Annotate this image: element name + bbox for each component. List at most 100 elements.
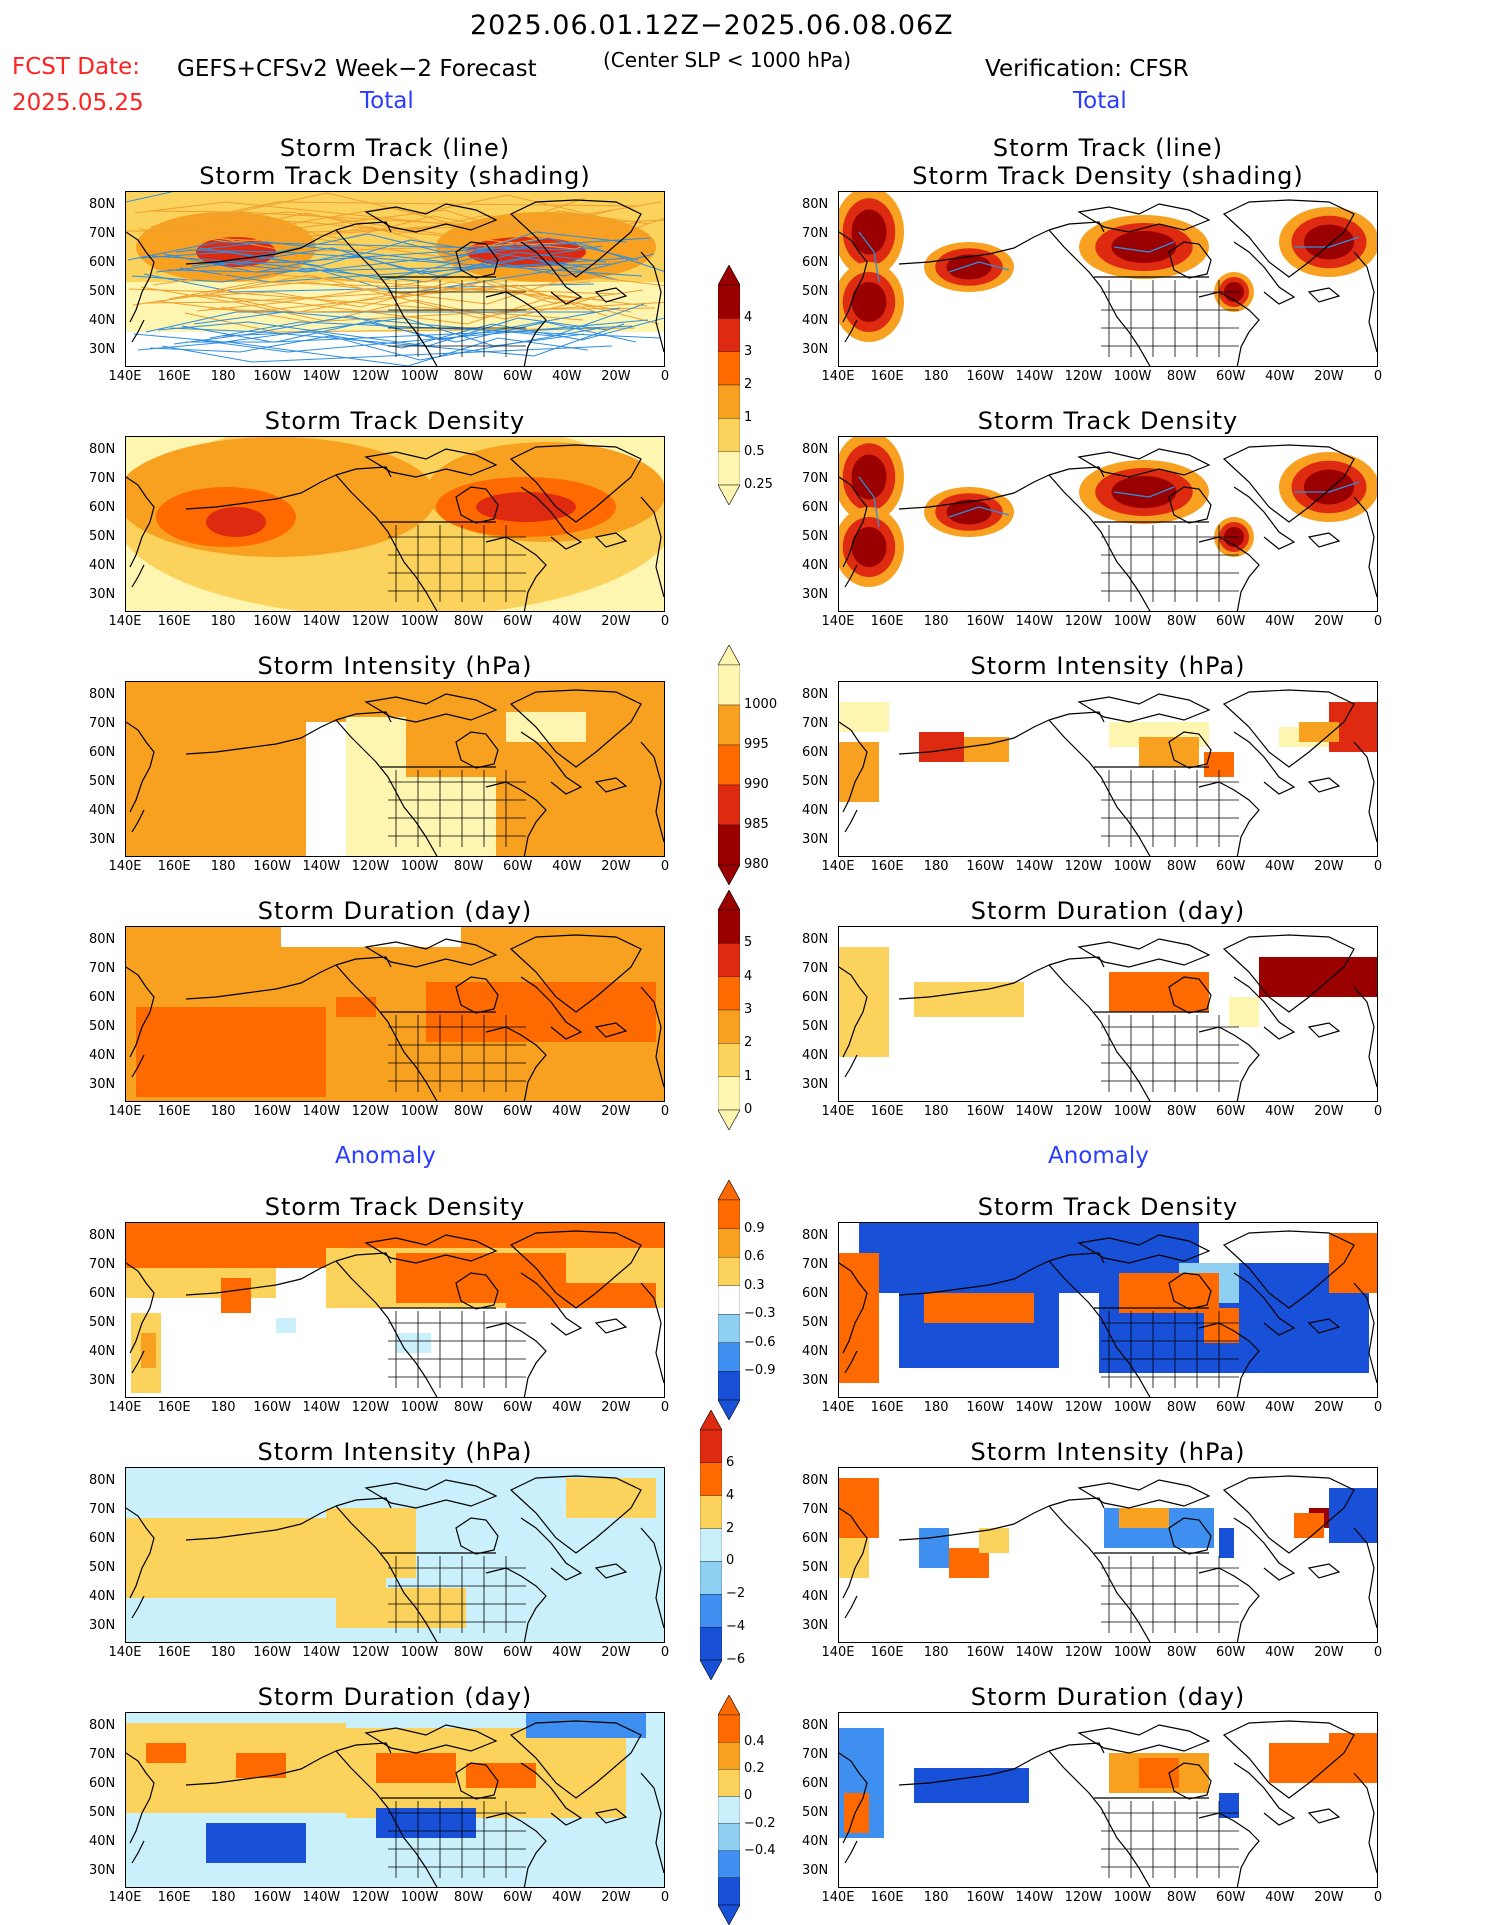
storm-track-line (204, 292, 656, 313)
colorbar-segment (718, 1796, 740, 1824)
colorbar-tick-label: 985 (744, 817, 769, 832)
coastline-segment (1222, 1475, 1355, 1554)
map-canvas (839, 934, 1377, 1101)
colorbar-tick-label: 995 (744, 737, 769, 752)
colorbar-tick-label: 2 (744, 377, 753, 392)
storm-track-line (175, 231, 627, 263)
lon-tick-label: 120W (351, 369, 390, 384)
storm-track-line (134, 197, 586, 230)
state-borders (1101, 770, 1239, 847)
lat-tick-label: 70N (802, 1502, 829, 1517)
lon-tick-label: 120W (351, 1645, 390, 1660)
storm-track-line (191, 251, 643, 277)
coastline-segment (1168, 1272, 1212, 1310)
lon-tick-label: 60W (503, 369, 533, 384)
storm-track-line (168, 281, 620, 300)
colorbar-tick-label: −0.2 (744, 1815, 776, 1831)
storm-track-line (162, 209, 614, 240)
lat-tick-label: 50N (89, 1315, 116, 1330)
lon-tick-label: 180 (923, 1400, 949, 1415)
coastline-segment (1048, 1505, 1151, 1642)
lon-tick-label: 140W (302, 614, 341, 629)
lon-tick-label: 160E (870, 614, 904, 629)
coastline-map (839, 199, 1377, 366)
coastline-segment (1198, 1812, 1260, 1887)
date-range-title: 2025.06.01.12Z−2025.06.08.06Z (470, 10, 954, 41)
lat-tick-label: 60N (802, 255, 829, 270)
map-panel-ob-intensity (838, 681, 1378, 857)
colorbar-segment (718, 451, 740, 486)
lon-tick-label: 60W (1216, 1104, 1246, 1119)
coastline-segment (594, 777, 628, 793)
lat-tick-label: 40N (89, 803, 116, 818)
lat-tick-label: 70N (802, 226, 829, 241)
lat-tick-label: 40N (89, 1344, 116, 1359)
coastline-segment (1048, 229, 1151, 366)
coastline-segment (509, 1230, 642, 1309)
coastline-segment (1353, 1282, 1377, 1384)
lon-tick-label: 20W (1314, 369, 1344, 384)
coastline-segment (594, 1318, 628, 1334)
shading-cell (1299, 722, 1339, 742)
coastline-segment (640, 251, 664, 353)
coastline-segment (1168, 486, 1212, 524)
lon-tick-label: 140E (108, 859, 142, 874)
colorbar-bottom-arrow (718, 484, 740, 505)
colorbar-bottom-arrow (718, 864, 740, 885)
coastline-segment (844, 1840, 858, 1864)
coastline-map (126, 1230, 664, 1397)
coastline-segment (485, 1812, 547, 1887)
map-canvas (839, 1223, 1377, 1397)
colorbar-tick-label: 980 (744, 857, 769, 872)
coastline-segment (364, 693, 498, 723)
lon-tick-label: 40W (1265, 369, 1295, 384)
storm-track-line (126, 212, 578, 237)
coastline-segment (1307, 1563, 1341, 1579)
state-borders (1101, 1311, 1239, 1388)
lon-tick-label: 160E (157, 1890, 191, 1905)
coastline-segment (839, 231, 868, 323)
colorbar-bottom-arrow (718, 1399, 740, 1420)
lon-tick-label: 100W (400, 1104, 439, 1119)
storm-track-line (215, 241, 664, 273)
lon-tick-label: 160E (870, 369, 904, 384)
coastline-segment (185, 1260, 337, 1296)
shading-cell (839, 947, 889, 1057)
lon-tick-label: 140W (302, 1890, 341, 1905)
lon-tick-label: 140W (302, 1645, 341, 1660)
map-canvas (126, 437, 664, 611)
lat-tick-label: 80N (802, 442, 829, 457)
storm-track-line (149, 327, 601, 361)
coastline-segment (455, 1517, 499, 1555)
lon-tick-label: 20W (601, 859, 631, 874)
coastline-segment (1198, 291, 1260, 366)
panel-title: Storm Track (line) (992, 134, 1224, 162)
lat-tick-label: 40N (89, 313, 116, 328)
lon-tick-label: 120W (1064, 859, 1103, 874)
lon-tick-label: 160E (157, 614, 191, 629)
colorbar-segment (718, 976, 740, 1011)
lon-tick-label: 0 (1373, 1645, 1383, 1660)
shading-blob (1304, 224, 1354, 260)
shading-cell (1294, 1513, 1324, 1538)
storm-track-line (174, 209, 626, 240)
lon-tick-label: 40W (1265, 1104, 1295, 1119)
coastline-segment (640, 1282, 664, 1384)
coastline-map (839, 444, 1377, 611)
coastline-segment (839, 476, 868, 568)
lon-tick-label: 160E (870, 859, 904, 874)
lon-tick-label: 160W (966, 1104, 1005, 1119)
lat-tick-label: 60N (802, 990, 829, 1005)
storm-track-line (163, 253, 615, 273)
lat-tick-label: 50N (89, 284, 116, 299)
lat-tick-label: 80N (802, 1228, 829, 1243)
lon-tick-label: 140W (302, 859, 341, 874)
lon-tick-label: 80W (1166, 1400, 1197, 1415)
lon-tick-label: 40W (552, 1400, 582, 1415)
lon-tick-label: 40W (1265, 1400, 1295, 1415)
lon-tick-label: 100W (1113, 1104, 1152, 1119)
map-canvas (839, 1720, 1377, 1887)
coastline-segment (126, 476, 155, 568)
lon-tick-label: 120W (1064, 1645, 1103, 1660)
storm-track-line (187, 233, 639, 261)
